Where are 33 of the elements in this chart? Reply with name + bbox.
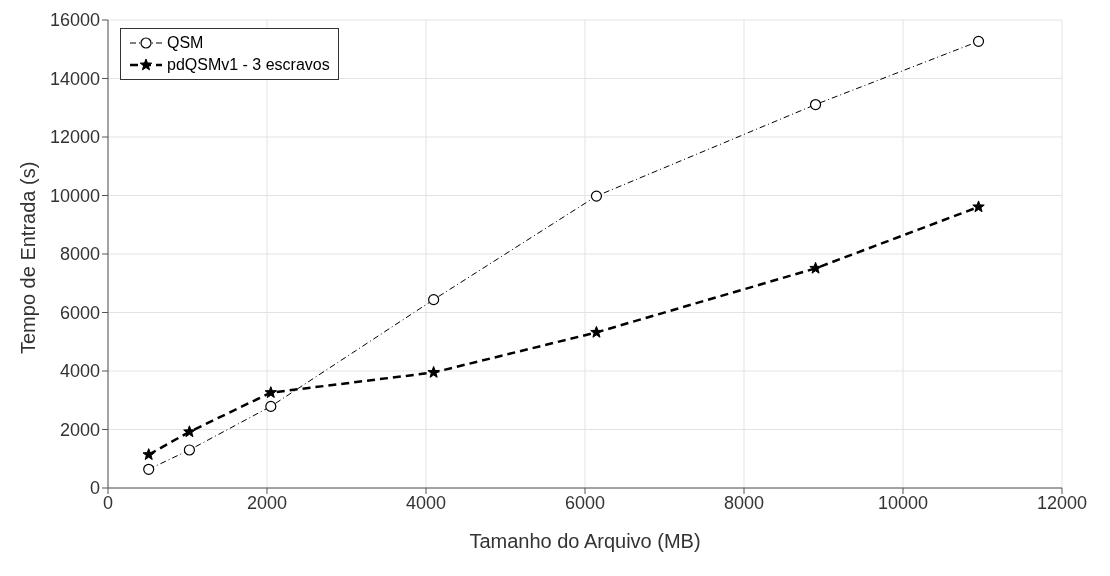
point (264, 386, 278, 398)
y-tick-label: 4000 (59, 361, 100, 382)
point (590, 190, 603, 202)
legend-label: pdQSMv1 - 3 escravos (167, 55, 330, 75)
y-tick-label: 8000 (59, 244, 100, 265)
y-tick-label: 14000 (49, 68, 100, 89)
legend-label: QSM (167, 33, 204, 53)
y-tick-label: 0 (89, 478, 100, 499)
y-tick-label: 12000 (49, 127, 100, 148)
x-tick-label: 2000 (246, 492, 288, 513)
x-axis-title: Tamanho do Arquivo (MB) (469, 530, 701, 552)
point (972, 200, 985, 213)
x-tick-label: 8000 (723, 492, 765, 513)
point (809, 98, 822, 111)
point (143, 463, 155, 475)
x-tick-label: 0 (102, 492, 114, 513)
point (183, 425, 196, 438)
y-tick-label: 16000 (49, 10, 100, 31)
y-tick-label: 10000 (49, 185, 100, 206)
x-tick-label: 10000 (877, 492, 929, 513)
point (142, 448, 155, 461)
y-tick-label: 2000 (59, 419, 100, 440)
x-tick-label: 4000 (405, 492, 447, 513)
y-tick-label: 6000 (59, 302, 100, 323)
x-tick-label: 12000 (1036, 492, 1088, 513)
point (428, 294, 440, 306)
point (972, 35, 985, 47)
point (183, 444, 196, 456)
point (265, 400, 277, 412)
point (809, 261, 822, 274)
y-axis-title: Tempo de Entrada (s) (17, 161, 40, 354)
point (427, 365, 440, 378)
x-tick-label: 6000 (564, 492, 606, 513)
